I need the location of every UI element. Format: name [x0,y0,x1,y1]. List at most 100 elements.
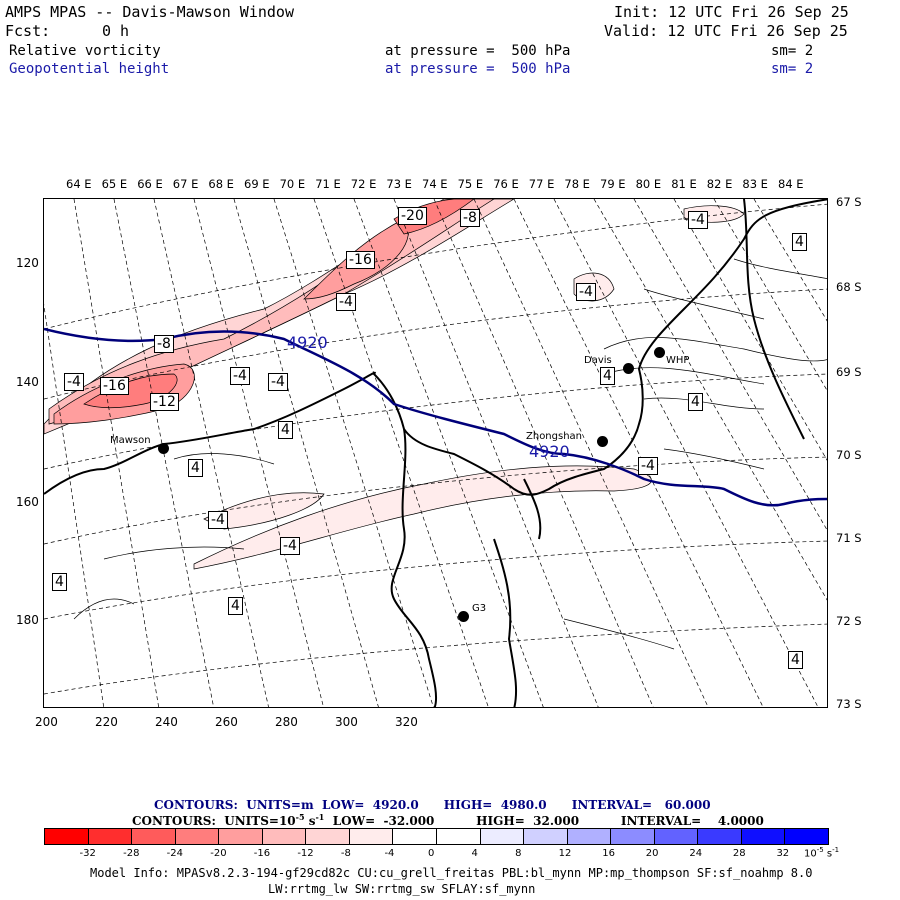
vorticity-contours [73,258,827,650]
height-label: 4920 [287,333,328,352]
coastline [44,199,827,707]
longitude-label: 82 E [706,177,733,191]
x-tick-label: 240 [155,715,178,729]
colorbar-segment [348,828,394,845]
vorticity-contour-info: CONTOURS: UNITS=10-5 s-1 LOW= -32.000 HI… [132,812,764,828]
init-time: Init: 12 UTC Fri 26 Sep 25 [614,3,849,21]
vort-label: 4 [278,421,293,439]
longitude-label: 64 E [66,177,92,191]
colorbar-units: 10-5 s-1 [804,846,840,860]
vort-label: 4 [52,573,67,591]
colorbar-label: -4 [384,848,395,859]
colorbar-label: -24 [166,848,183,859]
x-tick-label: 320 [395,715,418,729]
field2-name: Geopotential height [9,61,170,77]
colorbar-label: 28 [732,848,746,859]
vort-label: 4 [788,651,803,669]
longitude-label: 72 E [350,177,377,191]
longitude-label: 70 E [279,177,306,191]
vort-label: -4 [268,373,288,391]
longitude-label: 77 E [528,177,555,191]
colorbar-label: -20 [210,848,227,859]
station-marker[interactable] [623,363,634,374]
colorbar-segment [610,828,655,845]
colorbar-segment [784,828,829,845]
colorbar-label: 12 [558,848,572,859]
model-info-physics: LW:rrtmg_lw SW:rrtmg_sw SFLAY:sf_mynn [268,882,536,896]
height-contour-info: CONTOURS: UNITS=m LOW= 4920.0 HIGH= 4980… [154,798,711,812]
valid-time: Valid: 12 UTC Fri 26 Sep 25 [604,22,848,40]
model-info: Model Info: MPASv8.2.3-194-gf29cd82c CU:… [90,866,813,880]
colorbar-segment [653,828,699,845]
colorbar-label: -16 [253,848,271,859]
map-canvas [44,199,827,707]
latitude-label: 69 S [836,365,862,379]
y-tick-label: 120 [16,256,39,270]
station-marker[interactable] [654,347,665,358]
longitude-label: 67 E [172,177,199,191]
longitude-label: 81 E [671,177,697,191]
map-plot[interactable]: -20 -8 -16 -4 -8 -4 -16 -12 -4 -4 -4 -4 … [43,198,828,708]
vort-label: 4 [600,367,615,385]
colorbar-label: 24 [689,848,703,859]
colorbar-segment [131,828,176,845]
vort-label: -4 [230,367,250,385]
station-label: Davis [584,355,612,366]
height-label: 4920 [529,442,570,461]
longitude-label: 73 E [386,177,412,191]
map-title: AMPS MPAS -- Davis-Mawson Window [5,3,294,21]
vort-label: -4 [64,373,84,391]
vort-label: -4 [638,457,658,475]
longitude-label: 68 E [208,177,234,191]
colorbar-segment [436,828,481,845]
latitude-label: 67 S [836,195,862,209]
x-tick-label: 280 [275,715,298,729]
colorbar-segment [218,828,263,845]
station-marker[interactable] [597,436,608,447]
colorbar-label: 16 [602,848,615,859]
station-label: Mawson [110,435,151,446]
vort-label: -20 [398,207,427,225]
longitude-label: 71 E [315,177,341,191]
latitude-label: 72 S [836,614,862,628]
station-marker[interactable] [158,443,169,454]
field2-smoothing: sm= 2 [771,61,814,77]
longitude-label: 83 E [742,177,768,191]
field2-level: at pressure = 500 hPa [385,61,571,77]
vort-label: -4 [336,293,356,311]
colorbar-segment [523,828,568,845]
colorbar-label: -8 [340,848,351,859]
vorticity-shading [44,199,745,570]
graticule [44,199,827,707]
colorbar-segment [392,828,437,845]
vort-label: -8 [154,335,174,353]
vort-label: 4 [228,597,243,615]
field1-level: at pressure = 500 hPa [385,43,571,59]
x-tick-label: 260 [215,715,238,729]
vort-label: -4 [280,537,300,555]
colorbar-segment [479,828,525,845]
longitude-label: 65 E [101,177,128,191]
colorbar-label: 0 [428,848,435,859]
latitude-label: 68 S [836,280,862,294]
vort-label: -4 [688,211,708,229]
longitude-label: 80 E [635,177,662,191]
x-tick-label: 220 [95,715,118,729]
longitude-label: 76 E [493,177,519,191]
longitude-label: 69 E [244,177,270,191]
station-marker[interactable] [458,611,469,622]
colorbar-label: -28 [123,848,140,859]
height-contour [44,327,827,507]
vort-label: -4 [576,283,596,301]
colorbar-segment [174,828,220,845]
colorbar-segment [697,828,742,845]
vort-label: -16 [100,377,129,395]
longitude-label: 78 E [564,177,590,191]
longitude-label: 74 E [422,177,448,191]
station-label: G3 [472,603,487,614]
vort-label: -12 [150,393,179,411]
colorbar-segment [44,828,89,845]
colorbar-segment [566,828,612,845]
y-tick-label: 180 [16,613,39,627]
vort-label: 4 [188,459,203,477]
